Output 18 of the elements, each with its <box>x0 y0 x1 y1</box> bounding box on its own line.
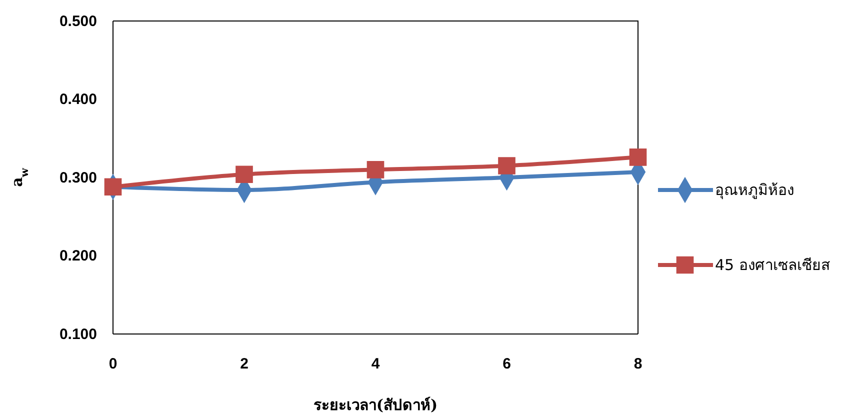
y-tick-label: 0.200 <box>59 248 97 265</box>
point <box>498 157 516 174</box>
y-tick-label: 0.300 <box>59 169 97 186</box>
y-tick-label: 0.400 <box>59 91 97 108</box>
x-tick-label: 4 <box>371 356 380 373</box>
x-axis-title: ระยะเวลา(สัปดาห์) <box>313 396 438 414</box>
x-tick-label: 6 <box>502 356 511 373</box>
legend-label: อุณหภูมิห้อง <box>715 181 794 200</box>
point <box>104 178 122 196</box>
x-tick-label: 8 <box>634 356 642 373</box>
y-tick-label: 0.500 <box>59 12 97 30</box>
point <box>236 166 253 184</box>
point <box>366 161 384 178</box>
x-tick-label: 2 <box>240 356 248 373</box>
point <box>629 148 647 166</box>
x-tick-label: 0 <box>108 356 118 373</box>
y-tick-label: 0.100 <box>59 326 97 343</box>
legend-label: 45 องศาเซลเซียส <box>715 256 830 274</box>
